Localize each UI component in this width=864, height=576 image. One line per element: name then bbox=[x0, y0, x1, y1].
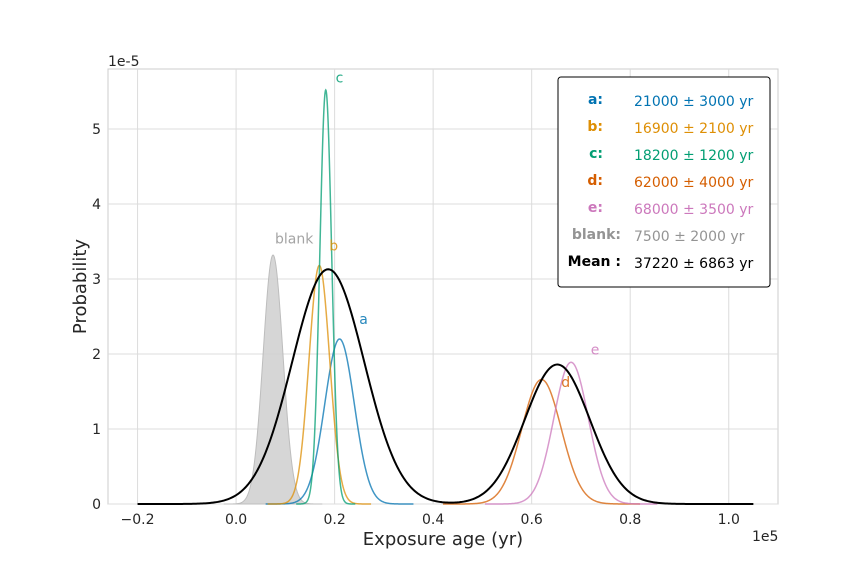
x-axis-offset-label: 1e5 bbox=[752, 529, 778, 545]
x-tick-label: 0.6 bbox=[521, 512, 543, 528]
legend-value-6: 37220 ± 6863 yr bbox=[634, 256, 754, 272]
legend-key-4: e: bbox=[588, 200, 603, 216]
x-tick-label: −0.2 bbox=[121, 512, 155, 528]
legend-key-6: Mean : bbox=[568, 254, 621, 270]
y-tick-label: 1 bbox=[92, 422, 101, 438]
legend-key-2: c: bbox=[589, 146, 603, 162]
series-line-mean bbox=[137, 268, 754, 505]
legend-value-2: 18200 ± 1200 yr bbox=[634, 148, 754, 164]
series-label-c: c bbox=[336, 70, 344, 86]
series-line-e bbox=[484, 361, 658, 505]
legend-rows: a: 21000 ± 3000 yr b: 16900 ± 2100 yr c: 1820… bbox=[568, 92, 754, 272]
x-tick-label: 0.4 bbox=[422, 512, 444, 528]
y-tick-label: 3 bbox=[92, 272, 101, 288]
legend-box bbox=[557, 76, 771, 288]
legend-value-3: 62000 ± 4000 yr bbox=[634, 175, 754, 191]
y-axis-offset-label: 1e-5 bbox=[108, 54, 139, 70]
x-tick-label: 0.8 bbox=[619, 512, 641, 528]
x-tick-label: 0.0 bbox=[225, 512, 247, 528]
x-axis-ticks: −0.2 0.0 0.2 0.4 0.6 0.8 1.0 bbox=[121, 512, 740, 528]
y-axis-ticks: 0 1 2 3 4 5 bbox=[92, 122, 101, 513]
series-labels: blank a b c d e bbox=[275, 70, 599, 391]
legend-key-0: a: bbox=[588, 92, 603, 108]
x-tick-label: 1.0 bbox=[718, 512, 740, 528]
series-layer bbox=[137, 88, 754, 505]
series-label-a: a bbox=[359, 312, 368, 328]
y-tick-label: 5 bbox=[92, 122, 101, 138]
y-tick-label: 0 bbox=[92, 497, 101, 513]
legend-value-5: 7500 ± 2000 yr bbox=[634, 229, 745, 245]
legend: a: 21000 ± 3000 yr b: 16900 ± 2100 yr c: 1820… bbox=[557, 76, 771, 288]
x-tick-label: 0.2 bbox=[323, 512, 345, 528]
legend-key-3: d: bbox=[587, 173, 603, 189]
series-label-d: d bbox=[561, 375, 570, 391]
series-line-a bbox=[265, 338, 414, 505]
legend-value-0: 21000 ± 3000 yr bbox=[634, 94, 754, 110]
legend-key-5: blank: bbox=[572, 227, 621, 243]
x-axis-label: Exposure age (yr) bbox=[363, 529, 523, 550]
series-label-e: e bbox=[591, 343, 600, 359]
y-axis-label: Probability bbox=[70, 239, 91, 334]
legend-value-4: 68000 ± 3500 yr bbox=[634, 202, 754, 218]
legend-key-1: b: bbox=[587, 119, 603, 135]
series-label-blank: blank bbox=[275, 232, 314, 248]
series-label-b: b bbox=[329, 238, 338, 254]
series-line-c bbox=[296, 88, 356, 505]
y-tick-label: 2 bbox=[92, 347, 101, 363]
y-tick-label: 4 bbox=[92, 197, 101, 213]
legend-value-1: 16900 ± 2100 yr bbox=[634, 121, 754, 137]
